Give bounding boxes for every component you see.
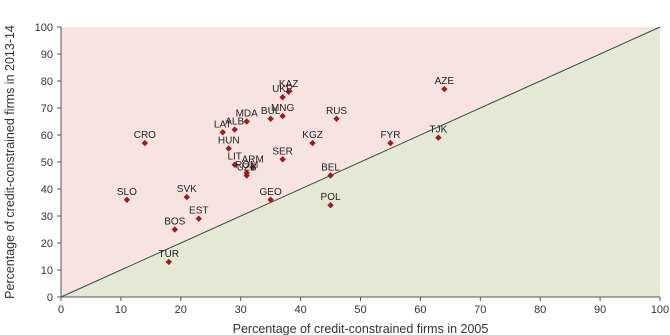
- y-axis-title: Percentage of credit-constrained firms i…: [3, 25, 17, 299]
- data-point-marker: [441, 85, 448, 93]
- data-point-label: HUN: [218, 136, 240, 147]
- y-tick-label: 10: [41, 265, 53, 277]
- data-point-label: RUS: [326, 106, 347, 117]
- data-point-label: UKR: [272, 84, 293, 95]
- diagonal-reference-line: [60, 26, 661, 298]
- data-point-label: ARM: [242, 154, 264, 165]
- data-point-label: CRO: [134, 130, 156, 141]
- data-point-label: LIT: [227, 152, 241, 163]
- y-axis-ticks: 0 10 20 30 40 50 60 70 80 90 100: [35, 22, 61, 304]
- data-point-label: TUR: [159, 249, 180, 260]
- x-tick-label: 80: [534, 304, 546, 316]
- data-point-label: ALB: [225, 117, 244, 128]
- y-tick-label: 40: [41, 184, 53, 196]
- y-tick-label: 100: [35, 22, 53, 34]
- data-point-marker: [165, 258, 173, 266]
- data-point-marker: [243, 169, 250, 176]
- data-point-marker: [243, 118, 250, 125]
- x-tick-label: 90: [594, 304, 606, 316]
- data-point-label: EST: [189, 206, 208, 217]
- data-point-marker: [267, 115, 274, 122]
- y-tick-label: 50: [41, 157, 53, 169]
- data-point-marker: [171, 226, 179, 233]
- data-point-label: KAZ: [279, 79, 298, 90]
- y-tick-label: 20: [41, 238, 53, 250]
- x-tick-label: 100: [651, 304, 669, 316]
- x-axis-ticks: 0 10 20 30 40 50 60 70 80 90 100: [58, 297, 669, 316]
- data-point-marker: [195, 215, 202, 222]
- data-point-marker: [279, 156, 286, 163]
- data-point-label: BOS: [164, 217, 185, 228]
- x-tick-label: 70: [474, 304, 486, 316]
- data-point-marker: [387, 139, 394, 147]
- data-point-label: UZB: [237, 163, 257, 174]
- y-tick-label: 30: [41, 211, 53, 223]
- y-tick-label: 60: [41, 130, 53, 142]
- x-tick-label: 10: [115, 304, 127, 316]
- data-point-marker: [267, 196, 274, 203]
- x-tick-label: 40: [294, 304, 306, 316]
- data-point-marker: [333, 115, 340, 122]
- x-tick-label: 30: [235, 304, 247, 316]
- data-point-label: LAT: [214, 119, 232, 130]
- data-point-marker: [279, 112, 286, 120]
- x-tick-label: 50: [354, 304, 366, 316]
- data-point-label: TJK: [429, 125, 447, 136]
- data-point-label: MDA: [236, 109, 259, 120]
- x-tick-label: 20: [175, 304, 187, 316]
- data-point-marker: [435, 134, 442, 141]
- x-axis-title: Percentage of credit-constrained firms i…: [233, 322, 489, 335]
- data-point-marker: [285, 88, 292, 95]
- data-point-label: POL: [321, 192, 341, 203]
- data-point-label: BUL: [261, 106, 281, 117]
- x-tick-label: 0: [58, 304, 64, 316]
- y-tick-label: 80: [41, 76, 53, 88]
- data-point-label: AZE: [435, 76, 455, 87]
- data-point-marker: [231, 161, 238, 168]
- data-point-marker: [231, 126, 238, 133]
- data-point-label: KGZ: [302, 130, 323, 141]
- data-point-marker: [327, 172, 334, 179]
- data-point-marker: [279, 94, 286, 101]
- data-point-marker: [183, 193, 190, 201]
- data-point-label: MNG: [271, 103, 295, 114]
- data-point-marker: [327, 202, 334, 209]
- data-point-label: FYR: [380, 130, 400, 141]
- data-point-label: SLO: [117, 187, 137, 198]
- y-tick-label: 90: [41, 49, 53, 61]
- data-point-label: GEO: [260, 187, 282, 198]
- data-point-label: BEL: [321, 163, 340, 174]
- data-point-marker: [309, 139, 316, 147]
- data-point-label: ROM: [235, 160, 258, 171]
- data-point-marker: [249, 164, 256, 171]
- y-tick-label: 70: [41, 103, 53, 115]
- data-point-label: SER: [272, 146, 293, 157]
- x-tick-label: 60: [414, 304, 426, 316]
- y-tick-label: 0: [47, 292, 53, 304]
- data-point-marker: [225, 145, 232, 152]
- data-point-marker: [123, 196, 131, 203]
- data-point-label: SVK: [177, 184, 197, 195]
- data-point-marker: [219, 129, 226, 136]
- data-point-marker: [141, 139, 149, 147]
